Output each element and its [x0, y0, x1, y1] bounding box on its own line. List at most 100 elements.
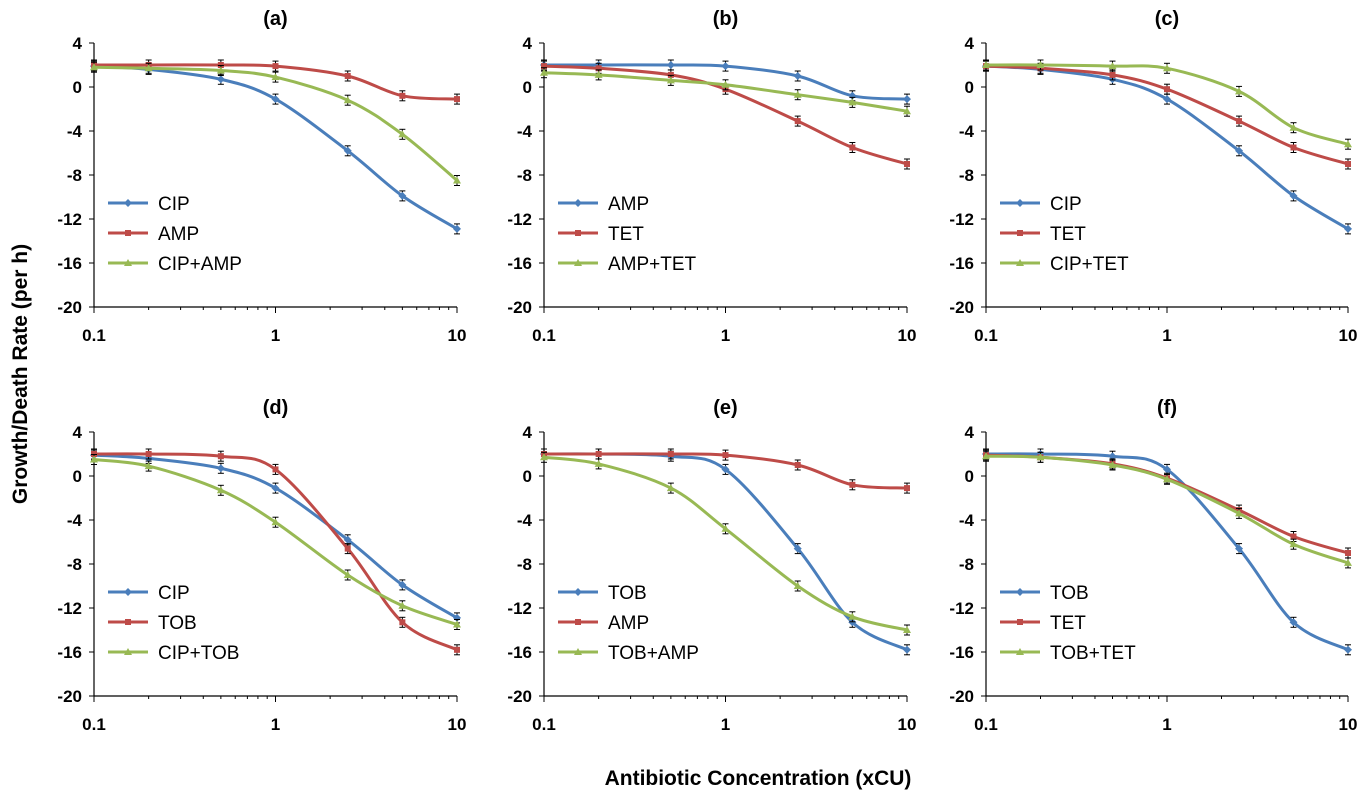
data-point [1017, 619, 1023, 625]
data-point [794, 462, 801, 468]
data-point [540, 68, 548, 76]
data-point [1163, 475, 1171, 483]
data-point [1289, 191, 1298, 200]
x-tick-label: 10 [1339, 326, 1358, 345]
data-point [721, 465, 730, 474]
x-tick-label: 0.1 [82, 715, 106, 734]
data-point [1344, 558, 1352, 566]
legend-label: CIP+TET [1050, 254, 1129, 275]
data-point [1235, 87, 1244, 95]
y-tick-label: -8 [67, 555, 82, 574]
y-tick-label: -12 [57, 599, 82, 618]
data-point [1108, 452, 1117, 461]
y-tick-label: -4 [67, 122, 83, 141]
data-point [1289, 618, 1298, 627]
data-point [793, 544, 802, 553]
y-tick-label: -16 [949, 254, 974, 273]
x-tick-label: 0.1 [974, 715, 998, 734]
data-point [667, 451, 674, 457]
legend-label: TOB+TET [1050, 643, 1136, 664]
y-tick-label: 0 [965, 78, 974, 97]
data-point [666, 61, 675, 69]
data-point [271, 95, 280, 104]
data-point [722, 452, 729, 459]
data-point [216, 486, 225, 494]
panel-title: (d) [263, 397, 289, 419]
data-point [1109, 71, 1116, 78]
data-point [1016, 588, 1024, 596]
y-tick-label: 0 [523, 78, 532, 97]
y-tick-label: -16 [57, 254, 82, 273]
legend-label: TOB [608, 583, 647, 604]
data-point [1108, 62, 1117, 70]
chart-panel: 4 0 -4 -8 -12 -16 -200.1 1 10 (c) CIP TET CIP+TET [949, 8, 1357, 345]
x-tick-label: 1 [721, 715, 730, 734]
data-point [144, 462, 153, 470]
data-point [793, 90, 802, 98]
data-point [574, 259, 582, 266]
data-point [343, 146, 352, 155]
y-tick-label: -20 [57, 298, 82, 317]
data-point [398, 601, 407, 609]
y-tick-label: -8 [517, 555, 532, 574]
y-axis-title: Growth/Death Rate (per h) [9, 244, 32, 504]
x-tick-label: 1 [271, 326, 280, 345]
legend-label: TOB [1050, 583, 1089, 604]
y-tick-label: 4 [965, 423, 975, 442]
data-point [721, 62, 730, 71]
data-point [574, 199, 582, 207]
legend-label: TOB [158, 613, 197, 634]
data-point [1345, 550, 1351, 556]
data-point [124, 259, 132, 266]
y-tick-label: 4 [965, 34, 975, 53]
y-tick-label: -16 [57, 643, 82, 662]
data-point [125, 619, 131, 625]
data-point [1289, 123, 1298, 131]
data-point [398, 130, 407, 138]
y-tick-label: -4 [67, 511, 83, 530]
y-tick-label: -20 [507, 298, 532, 317]
x-tick-label: 1 [271, 715, 280, 734]
data-point [453, 176, 461, 184]
data-point [343, 96, 352, 104]
y-tick-label: -16 [949, 643, 974, 662]
data-point [1235, 146, 1244, 155]
x-tick-label: 10 [898, 326, 917, 345]
y-tick-label: 0 [965, 467, 974, 486]
data-point [575, 619, 581, 625]
data-point [398, 580, 407, 589]
legend-label: AMP+TET [608, 254, 697, 275]
y-tick-label: -8 [959, 555, 974, 574]
y-tick-label: -8 [517, 166, 532, 185]
legend-label: TET [1050, 613, 1086, 634]
data-point [1163, 64, 1171, 72]
chart-panel: 4 0 -4 -8 -12 -16 -200.1 1 10 (f) TOB TET TOB+TET [949, 397, 1357, 734]
data-point [272, 466, 279, 473]
data-point [575, 230, 581, 236]
data-point [793, 72, 802, 80]
chart-panel: 4 0 -4 -8 -12 -16 -200.1 1 10 (b) AMP TET AMP+TET [507, 8, 916, 345]
data-point [541, 63, 547, 70]
data-point [1344, 224, 1352, 233]
y-tick-label: -20 [507, 687, 532, 706]
x-axis-title: Antibiotic Concentration (xCU) [605, 767, 912, 790]
data-point [343, 571, 352, 578]
data-point [1036, 61, 1045, 68]
data-point [398, 191, 407, 200]
x-tick-label: 0.1 [532, 326, 556, 345]
y-tick-label: -20 [949, 687, 974, 706]
legend-label: TOB+AMP [608, 643, 699, 664]
x-tick-label: 10 [898, 715, 917, 734]
data-point [454, 646, 460, 653]
data-point [1345, 161, 1351, 167]
data-point [1163, 465, 1171, 474]
y-tick-label: -12 [507, 210, 532, 229]
data-point [217, 453, 224, 460]
data-point [903, 626, 911, 633]
y-tick-label: 0 [73, 78, 82, 97]
chart-panel: 4 0 -4 -8 -12 -16 -200.1 1 10 (e) TOB AMP TOB+AMP [507, 397, 916, 734]
data-point [1164, 86, 1170, 93]
x-tick-label: 0.1 [82, 326, 106, 345]
